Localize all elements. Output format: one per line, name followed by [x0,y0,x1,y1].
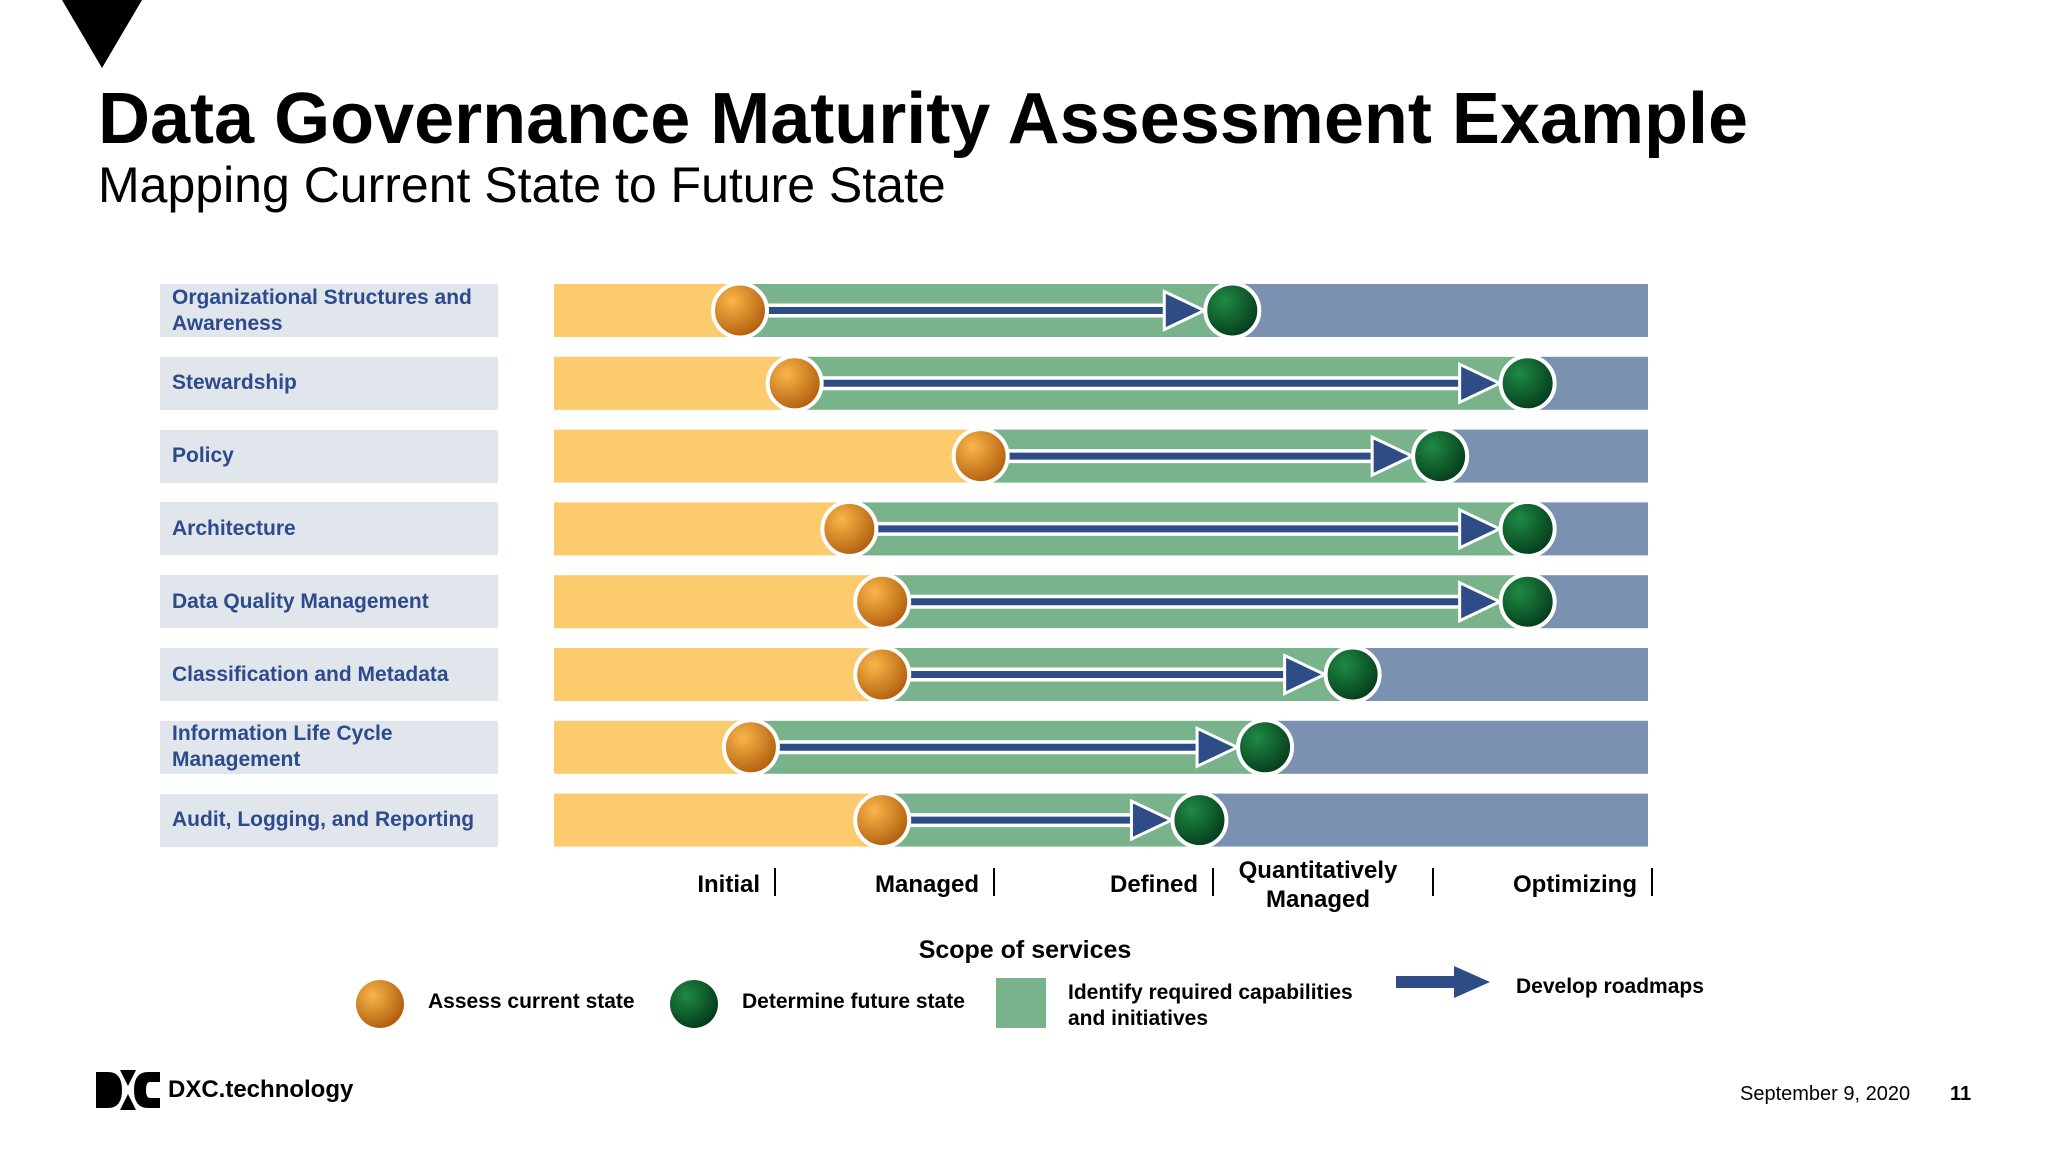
legend-identify-label: Identify required capabilities and initi… [1068,981,1353,1030]
corner-triangle-icon [62,0,142,68]
level-tick [1432,868,1434,896]
initial-band [554,575,883,629]
current-state-dot-icon [853,572,912,631]
remaining-band [1352,648,1648,701]
level-label: Defined [1109,871,1198,898]
maturity-row [554,427,1648,486]
future-state-dot-icon [1203,281,1262,340]
initial-band [554,502,850,556]
level-tick [1212,868,1214,896]
legend-develop-label: Develop roadmaps [1516,975,1704,998]
current-state-dot-icon [951,427,1010,486]
roadmap-arrow-head [1283,653,1329,696]
remaining-band [1265,720,1648,774]
maturity-row [554,572,1648,631]
page-title: Data Governance Maturity Assessment Exam… [98,79,1748,159]
remaining-band [1440,429,1648,483]
current-state-dot-icon [853,645,912,704]
row-label: Data Quality Management [160,575,498,629]
scope-title: Scope of services [918,936,1132,964]
page-number: 11 [1950,1083,1972,1105]
current-state-dot-icon [853,791,912,850]
row-label: Policy [160,429,498,483]
roadmap-arrow-head [1458,580,1504,624]
level-tick [993,868,995,896]
roadmap-arrow-head [1458,507,1504,551]
current-state-dot-icon [820,499,879,558]
brand-name: DXC.technology [168,1076,354,1103]
legend-assess-label: Assess current state [428,990,635,1013]
level-tick [1651,868,1653,896]
current-state-dot-icon [765,354,824,413]
initial-band [554,720,751,774]
initial-band [554,429,981,483]
initial-band [554,793,883,847]
level-tick [774,868,776,896]
row-label: Classification and Metadata [160,648,498,701]
level-label: Initial [697,871,760,898]
roadmap-arrow-head [1162,289,1208,332]
future-state-dot-icon [1170,791,1229,850]
current-state-dot-icon [710,281,769,340]
current-state-dot-icon [721,718,780,777]
roadmap-arrow-head [1195,725,1241,769]
level-label: Optimizing [1513,871,1637,898]
dxc-logo-icon [96,1070,160,1110]
row-label: Architecture [160,502,498,556]
remaining-band [1232,284,1648,337]
roadmap-arrow-head [1458,361,1504,405]
initial-band [554,648,883,701]
maturity-row [554,281,1648,340]
remaining-band [1199,793,1648,847]
dxc-logo: DXC.technology [96,1068,353,1112]
roadmap-arrow-head [1370,434,1416,478]
roadmap-arrow-head [1129,798,1175,842]
level-label: Quantitatively Managed [1238,857,1398,913]
maturity-row [554,499,1648,558]
row-label: Information Life Cycle Management [160,720,498,774]
maturity-row [554,354,1648,413]
future-state-dot-icon [1498,499,1557,558]
level-label: Managed [874,871,979,898]
future-state-dot-icon [1411,427,1470,486]
row-label: Stewardship [160,356,498,410]
future-state-dot-icon [1236,718,1295,777]
footer-date: September 9, 2020 [1740,1083,1911,1105]
row-label: Organizational Structures and Awareness [160,284,498,337]
maturity-row [554,718,1648,777]
page-subtitle: Mapping Current State to Future State [98,157,946,213]
future-state-dot-icon [1323,645,1382,704]
future-state-dot-icon [1498,572,1557,631]
maturity-row [554,645,1648,704]
future-state-dot-icon [1498,354,1557,413]
initial-band [554,284,740,337]
legend-determine-label: Determine future state [742,990,965,1013]
row-label: Audit, Logging, and Reporting [160,793,498,847]
initial-band [554,356,795,410]
maturity-row [554,791,1648,850]
